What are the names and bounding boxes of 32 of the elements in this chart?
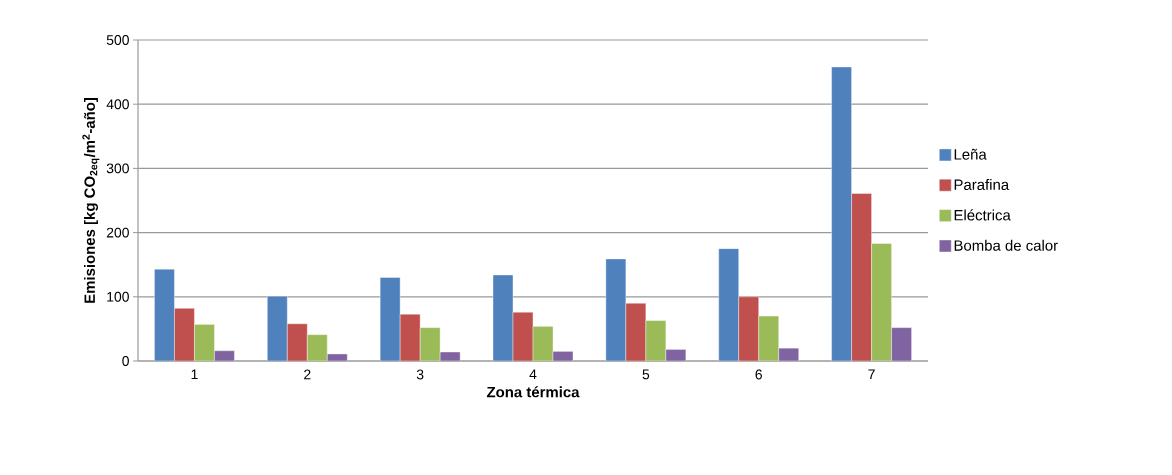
y-tick-label: 100 bbox=[107, 291, 129, 302]
legend-label: Parafina bbox=[954, 179, 1010, 191]
y-tick-label: 0 bbox=[122, 356, 129, 366]
y-tick-label: 200 bbox=[106, 227, 129, 238]
legend-label: Bomba de calor bbox=[954, 239, 1058, 251]
bar bbox=[758, 316, 779, 361]
bar bbox=[267, 296, 288, 361]
legend-label: Leña bbox=[954, 148, 987, 160]
bar bbox=[871, 243, 892, 361]
y-tick-label: 500 bbox=[106, 35, 129, 45]
x-tick-label: 1 bbox=[191, 369, 198, 380]
bar bbox=[891, 327, 912, 361]
x-tick-label: 3 bbox=[416, 369, 424, 380]
bar bbox=[851, 193, 872, 361]
y-tick-label: 400 bbox=[106, 99, 129, 110]
x-tick-label: 4 bbox=[529, 369, 537, 380]
x-tick-label: 7 bbox=[868, 369, 875, 380]
x-tick-label: 2 bbox=[304, 369, 311, 380]
legend-label: Eléctrica bbox=[954, 209, 1011, 221]
bar bbox=[718, 248, 739, 361]
bar bbox=[194, 324, 215, 361]
y-axis-title: Emisiones [kg CO$_{2eq}$/m$^{2}$-año] bbox=[82, 97, 100, 303]
bar bbox=[154, 269, 175, 361]
x-tick-label: 5 bbox=[642, 369, 650, 380]
bar bbox=[831, 66, 852, 361]
x-tick-label: 6 bbox=[755, 369, 762, 380]
bar bbox=[307, 334, 328, 361]
y-tick-label: 300 bbox=[106, 163, 129, 174]
bar bbox=[287, 323, 308, 361]
bar bbox=[174, 308, 195, 361]
x-axis-title: Zona térmica bbox=[486, 386, 580, 398]
bar bbox=[738, 296, 759, 361]
